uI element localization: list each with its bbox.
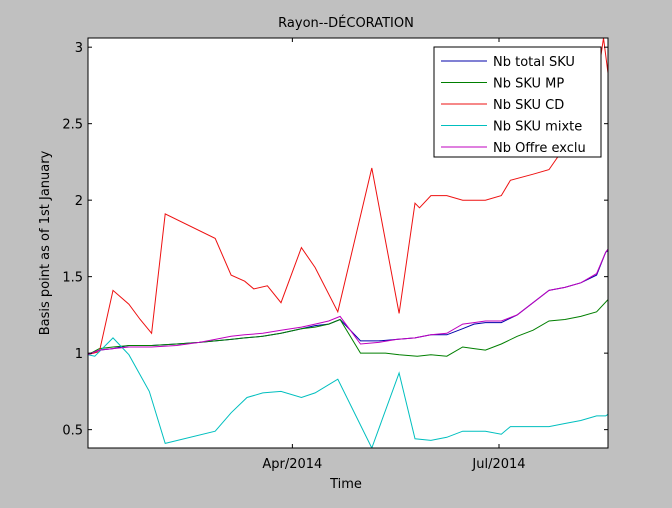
legend: Nb total SKU Nb SKU MP Nb SKU CD Nb SKU mix… xyxy=(433,46,602,158)
series-line-3 xyxy=(88,337,608,448)
legend-label: Nb SKU CD xyxy=(493,98,564,113)
legend-box xyxy=(433,46,602,158)
y-tick-label: 2.5 xyxy=(62,118,83,133)
x-axis: Apr/2014 Jul/2014 xyxy=(262,38,526,472)
y-tick-label: 0.5 xyxy=(62,424,83,439)
y-tick-label: 1.5 xyxy=(62,271,83,286)
legend-label: Nb SKU mixte xyxy=(493,120,582,135)
legend-label: Nb total SKU xyxy=(493,55,575,70)
y-axis: 0.5 1 1.5 2 2.5 3 xyxy=(62,41,608,439)
y-tick-label: 2 xyxy=(75,194,83,209)
x-tick-label: Jul/2014 xyxy=(471,457,525,472)
series-line-4 xyxy=(88,248,608,356)
chart-title: Rayon--DÉCORATION xyxy=(278,15,414,31)
legend-label: Nb Offre exclu xyxy=(493,141,586,156)
x-tick-label: Apr/2014 xyxy=(262,457,322,472)
x-axis-label: Time xyxy=(329,477,362,492)
series-line-1 xyxy=(88,299,608,357)
series-line-2 xyxy=(88,38,608,356)
y-axis-label: Basis point as of 1st January xyxy=(38,150,53,335)
series-layer xyxy=(88,38,608,448)
y-tick-label: 1 xyxy=(75,347,83,362)
y-tick-label: 3 xyxy=(75,41,83,56)
legend-label: Nb SKU MP xyxy=(493,77,564,92)
plot-frame xyxy=(87,37,609,449)
